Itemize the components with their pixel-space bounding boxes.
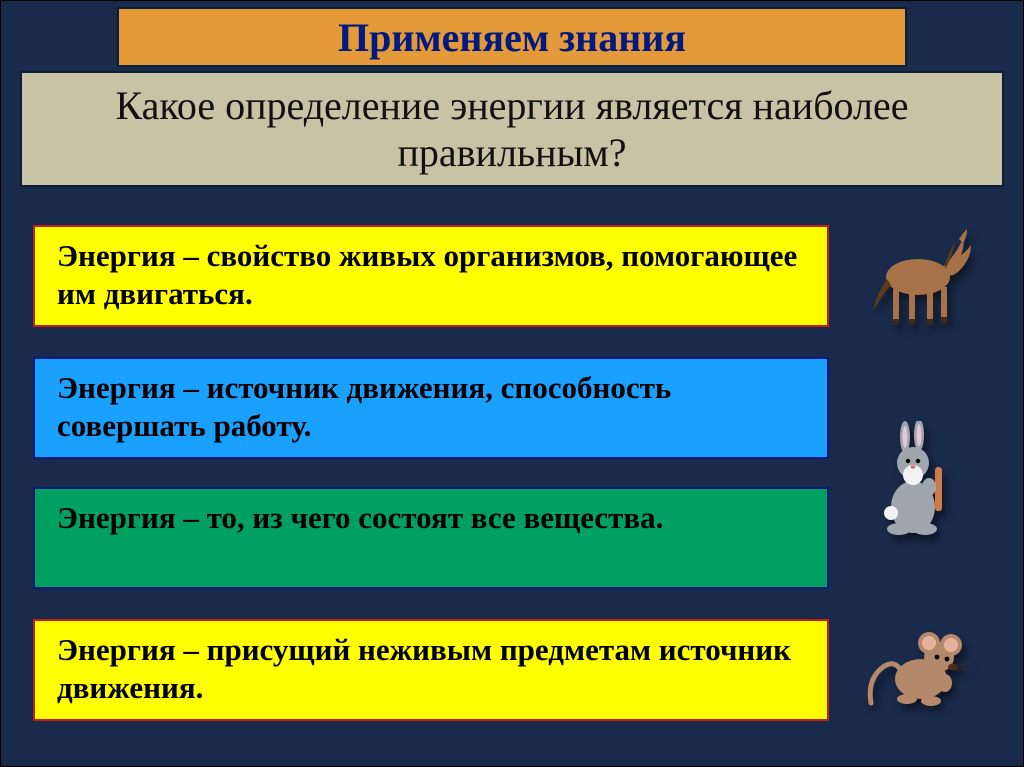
option-b[interactable]: Энергия – источник движения, способность… bbox=[33, 357, 829, 459]
option-d[interactable]: Энергия – присущий неживым предметам ист… bbox=[33, 619, 829, 721]
option-a[interactable]: Энергия – свойство живых организмов, пом… bbox=[33, 225, 829, 327]
slide: Применяем знания Какое определение энерг… bbox=[0, 0, 1024, 767]
option-a-text: Энергия – свойство живых организмов, пом… bbox=[57, 238, 797, 311]
mouse-icon bbox=[865, 609, 975, 719]
option-c-text: Энергия – то, из чего состоят все вещест… bbox=[57, 500, 663, 535]
rabbit-icon bbox=[865, 421, 975, 541]
option-d-text: Энергия – присущий неживым предметам ист… bbox=[57, 632, 791, 705]
question-text: Какое определение энергии является наибо… bbox=[40, 82, 984, 176]
horse-icon bbox=[863, 215, 983, 335]
option-c[interactable]: Энергия – то, из чего состоят все вещест… bbox=[33, 487, 829, 589]
slide-title-text: Применяем знания bbox=[338, 14, 686, 61]
option-b-text: Энергия – источник движения, способность… bbox=[57, 370, 671, 443]
slide-title: Применяем знания bbox=[117, 7, 907, 67]
question-box: Какое определение энергии является наибо… bbox=[20, 71, 1004, 187]
